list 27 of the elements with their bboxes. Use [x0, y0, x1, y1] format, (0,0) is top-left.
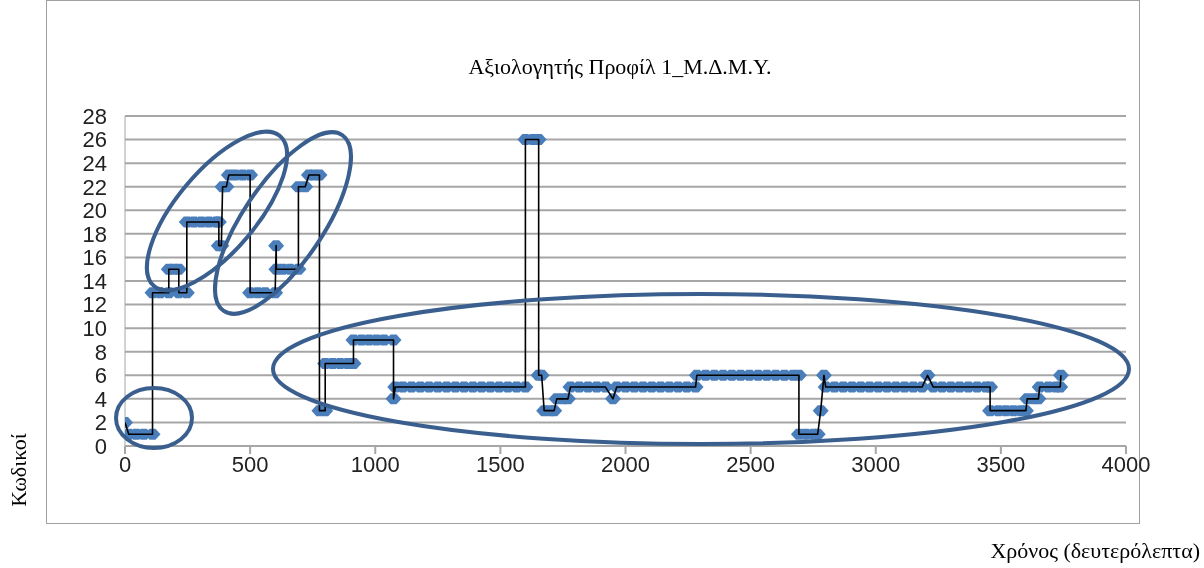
- x-tick-label: 1000: [350, 451, 400, 477]
- x-tick-label: 1500: [475, 451, 525, 477]
- x-tick-label: 500: [231, 451, 269, 477]
- x-tick-label: 3000: [851, 451, 901, 477]
- y-tick-label: 16: [82, 245, 107, 271]
- y-tick-label: 12: [82, 292, 107, 318]
- x-tick-label: 3500: [976, 451, 1026, 477]
- y-axis-title: Κωδικοί: [6, 433, 32, 507]
- y-tick-label: 24: [82, 150, 107, 176]
- x-tick-label: 4000: [1101, 451, 1151, 477]
- x-tick-label: 2000: [601, 451, 650, 477]
- y-tick-label: 26: [82, 127, 107, 153]
- x-tick-label: 2500: [726, 451, 776, 477]
- y-tick-label: 0: [94, 433, 107, 459]
- y-tick-label: 22: [82, 174, 107, 200]
- y-tick-label: 28: [82, 103, 107, 129]
- y-tick-label: 8: [94, 339, 107, 365]
- y-tick-label: 14: [82, 268, 107, 294]
- y-tick-label: 20: [82, 198, 107, 224]
- x-tick-label: 0: [118, 451, 132, 477]
- x-axis-title: Χρόνος (δευτερόλεπτα): [990, 538, 1200, 564]
- y-tick-label: 4: [94, 386, 107, 412]
- y-tick-label: 18: [82, 221, 107, 247]
- y-tick-label: 6: [94, 363, 107, 389]
- y-tick-label: 2: [94, 410, 107, 436]
- y-tick-label: 10: [82, 315, 107, 341]
- chart-title: Αξιολογητής Προφίλ 1_Μ.Δ.Μ.Υ.: [467, 54, 773, 80]
